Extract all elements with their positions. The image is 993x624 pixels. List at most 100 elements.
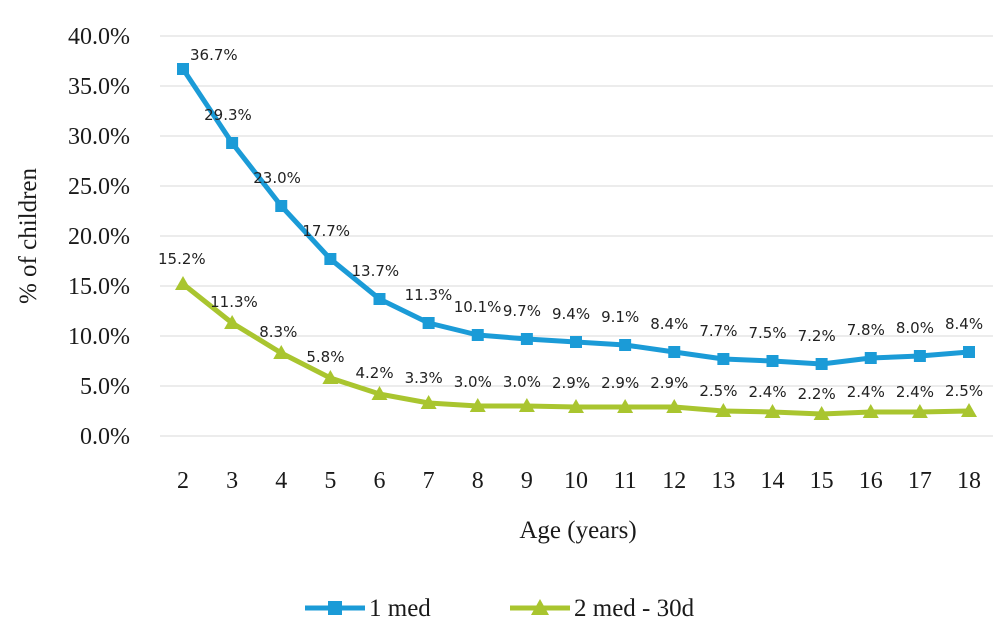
data-point: [715, 403, 732, 417]
data-label: 3.0%: [503, 373, 541, 391]
x-tick-label: 14: [761, 468, 785, 494]
data-point: [963, 346, 975, 358]
data-point: [619, 339, 632, 351]
data-label: 2.4%: [847, 383, 885, 401]
x-tick-label: 2: [177, 468, 189, 494]
data-label: 2.5%: [699, 382, 737, 400]
y-tick-label: 0.0%: [80, 424, 130, 450]
data-label: 5.8%: [306, 348, 344, 366]
data-label: 17.7%: [302, 222, 350, 240]
data-point: [373, 293, 386, 305]
data-label: 11.3%: [405, 286, 453, 304]
data-point: [617, 399, 634, 413]
data-label: 7.2%: [798, 327, 836, 345]
x-tick-label: 8: [472, 468, 484, 494]
data-label: 8.4%: [650, 315, 688, 333]
x-tick-label: 15: [810, 468, 834, 494]
data-point: [668, 346, 681, 358]
x-tick-label: 11: [614, 468, 637, 494]
data-label: 8.4%: [945, 315, 983, 333]
data-point: [864, 352, 877, 364]
data-label: 9.1%: [601, 308, 639, 326]
data-point: [568, 399, 584, 413]
data-label: 8.3%: [259, 323, 297, 341]
x-tick-label: 16: [859, 468, 883, 494]
data-point: [913, 350, 926, 362]
x-tick-label: 3: [226, 468, 238, 494]
legend-label: 2 med - 30d: [574, 595, 695, 622]
y-tick-label: 15.0%: [68, 274, 130, 300]
x-tick-label: 17: [908, 468, 932, 494]
legend: 1 med 2 med - 30d: [305, 595, 695, 622]
x-axis-ticks: 2 3 4 5 6 7 8 9 10 11 12 13 14 15 16 17 18: [177, 468, 981, 494]
x-tick-label: 6: [374, 468, 386, 494]
y-tick-label: 5.0%: [80, 374, 130, 400]
data-point: [666, 399, 683, 413]
x-tick-label: 12: [662, 468, 686, 494]
x-axis-label: Age (years): [519, 517, 636, 544]
data-point: [371, 386, 388, 400]
data-label: 15.2%: [158, 250, 206, 268]
data-label: 8.0%: [896, 319, 934, 337]
data-point: [177, 63, 189, 75]
x-tick-label: 10: [564, 468, 588, 494]
data-label: 2.4%: [896, 383, 934, 401]
data-point: [862, 404, 879, 418]
data-label: 3.0%: [454, 373, 492, 391]
data-label: 7.7%: [699, 322, 737, 340]
data-point: [224, 315, 241, 329]
data-point: [520, 333, 533, 345]
series-group: 36.7%29.3%23.0%17.7%13.7%11.3%10.1% 9.7% 9…: [158, 46, 983, 420]
y-tick-label: 20.0%: [68, 224, 130, 250]
y-tick-label: 30.0%: [68, 124, 130, 150]
data-label: 13.7%: [352, 262, 400, 280]
data-label: 9.4%: [552, 305, 590, 323]
data-point: [275, 200, 288, 212]
data-label: 2.5%: [945, 382, 983, 400]
y-tick-label: 40.0%: [68, 24, 130, 50]
y-tick-label: 35.0%: [68, 74, 130, 100]
data-label: 9.7%: [503, 302, 541, 320]
data-point: [471, 329, 484, 341]
x-tick-label: 18: [957, 468, 981, 494]
data-label: 2.9%: [601, 374, 639, 392]
data-label: 11.3%: [210, 293, 258, 311]
y-axis-label: % of children: [15, 167, 42, 304]
series-two-med-30d: 15.2%11.3%8.3%5.8%4.2% 3.3% 3.0% 3.0% 2.9% 2.…: [158, 250, 983, 420]
data-point: [717, 353, 730, 365]
x-tick-label: 13: [711, 468, 735, 494]
y-tick-label: 25.0%: [68, 174, 130, 200]
x-tick-label: 5: [324, 468, 336, 494]
data-point: [911, 404, 928, 418]
data-point: [570, 336, 582, 348]
x-tick-label: 9: [521, 468, 533, 494]
x-tick-label: 7: [423, 468, 435, 494]
legend-marker-triangle: [531, 599, 549, 615]
data-label: 2.2%: [798, 385, 836, 403]
data-label: 29.3%: [204, 106, 252, 124]
data-label: 10.1%: [454, 298, 502, 316]
data-point: [420, 395, 437, 409]
y-tick-label: 10.0%: [68, 324, 130, 350]
data-label: 2.9%: [650, 374, 688, 392]
data-label: 2.4%: [749, 383, 787, 401]
data-point: [815, 358, 828, 370]
gridlines: [160, 35, 993, 437]
data-point: [324, 253, 337, 265]
legend-marker-square: [328, 601, 342, 615]
data-point: [322, 370, 339, 384]
data-point: [766, 355, 779, 367]
data-label: 4.2%: [356, 364, 394, 382]
data-point: [813, 406, 830, 420]
legend-item: 2 med - 30d: [510, 595, 695, 622]
data-point: [518, 398, 535, 412]
legend-item: 1 med: [305, 595, 431, 622]
data-label: 7.8%: [847, 321, 885, 339]
data-point: [175, 276, 191, 290]
data-label: 36.7%: [190, 46, 238, 64]
data-point: [422, 317, 435, 329]
y-axis-ticks: 0.0% 5.0% 10.0% 15.0% 20.0% 25.0% 30.0% 35.0% 40…: [68, 24, 130, 450]
data-point: [273, 345, 290, 359]
data-point: [764, 404, 781, 418]
